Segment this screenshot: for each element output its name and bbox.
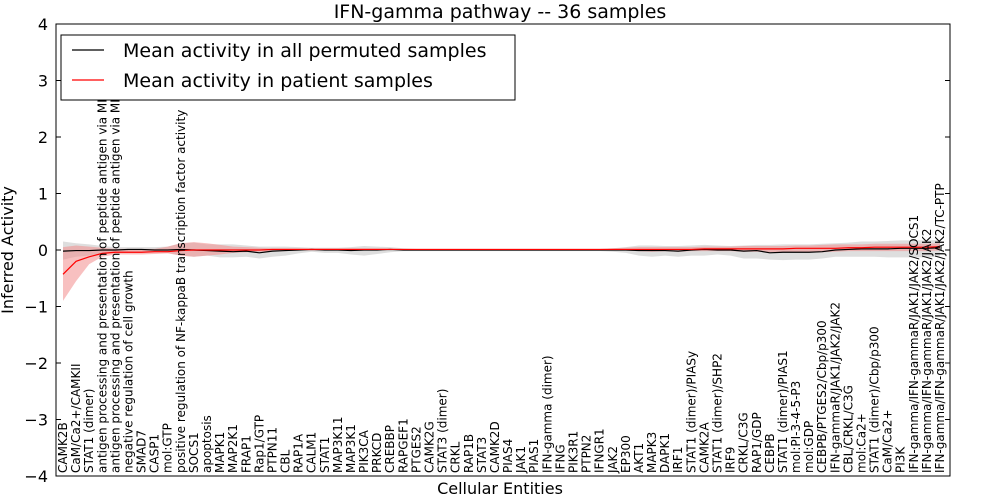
x-tick-label: IFN-gammaR/JAK1/JAK2/JAK2 [828, 302, 842, 473]
x-tick-label: STAT3 (dimer) [436, 389, 450, 473]
x-tick-label: apoptosis [200, 415, 214, 473]
x-tick-label: CREBBP [383, 425, 397, 473]
y-tick-label: −3 [24, 411, 48, 430]
x-tick-label: negative regulation of cell growth [121, 270, 135, 473]
x-tick-label: JAK2 [606, 446, 620, 474]
x-tick-label: positive regulation of NF-kappaB transcr… [174, 110, 188, 473]
x-tick-label: SMAD7 [135, 430, 149, 473]
legend-label-permuted: Mean activity in all permuted samples [123, 40, 486, 62]
x-tick-label: CALM1 [305, 432, 319, 473]
y-tick-label: −4 [24, 467, 48, 486]
x-tick-label: mol:GTP [161, 423, 175, 473]
x-tick-label: mol:Ca2+ [854, 413, 868, 473]
x-tick-label: SOCS1 [187, 432, 201, 473]
x-tick-label: RAPGEF1 [396, 418, 410, 473]
x-tick-label: RAP1/GDP [750, 412, 764, 473]
x-tick-label: PIAS1 [527, 439, 541, 473]
x-tick-label: CRKL/C3G [737, 412, 751, 473]
y-tick-label: −1 [24, 298, 48, 317]
x-tick-label: RAP1A [292, 433, 306, 473]
x-tick-label: STAT1 (dimer)/SHP2 [710, 353, 724, 473]
x-tick-label: STAT1 (dimer)/PIAS1 [776, 350, 790, 473]
x-tick-label: PI3K [894, 446, 908, 473]
x-tick-label: STAT1 (dimer)/Cbp/p300 [868, 326, 882, 473]
x-tick-label: IFNGR1 [593, 428, 607, 473]
x-axis-labels: CAMK2B CaM/Ca2+/CAMKII STAT1 (dimer) antige… [56, 41, 947, 474]
y-tick-label: 3 [38, 72, 48, 91]
y-tick-label: 0 [38, 241, 48, 260]
x-tick-label: mol:PI-3-4-5-P3 [789, 381, 803, 473]
plot-frame [55, 23, 951, 477]
x-tick-label: CBL/CRKL/C3G [841, 385, 855, 473]
x-tick-label: CBL [279, 449, 293, 473]
x-tick-label: CAMK2B [56, 422, 70, 473]
x-tick-label: Rap1/GTP [252, 415, 266, 473]
x-tick-label: PIK3CA [357, 429, 371, 473]
x-tick-label: IRF1 [671, 447, 685, 473]
x-tick-label: STAT1 (dimer)/PIASy [684, 351, 698, 473]
x-tick-label: MAP3K11 [331, 416, 345, 473]
y-tick-label: −2 [24, 354, 48, 373]
x-tick-label: PIK3R1 [566, 431, 580, 473]
chart-title: IFN-gamma pathway -- 36 samples [334, 1, 667, 23]
x-tick-label: MAPK3 [645, 432, 659, 473]
x-tick-label: JAK1 [514, 446, 528, 474]
x-tick-label: MAPK1 [213, 432, 227, 473]
x-tick-label: CASP1 [148, 434, 162, 473]
x-tick-label: PTPN11 [265, 427, 279, 473]
x-tick-label: CAMK2A [697, 422, 711, 473]
x-tick-label: RAP1B [462, 434, 476, 473]
x-tick-label: EP300 [619, 435, 633, 473]
x-tick-label: CEBPB [763, 433, 777, 473]
x-tick-label: CRKL [449, 441, 463, 473]
x-axis-title: Cellular Entities [437, 479, 563, 498]
x-tick-label: mol:GDP [802, 421, 816, 473]
x-tick-label: STAT1 (dimer) [82, 389, 96, 473]
x-tick-label: antigen processing and presentation of p… [108, 41, 122, 473]
y-axis-title: Inferred Activity [0, 186, 17, 314]
x-tick-label: IFN-gamma/IFN-gammaR/JAK1/JAK2/JAK2/TC-P… [933, 183, 947, 473]
x-tick-label: CEBPB/PTGES2/Cbp/p300 [815, 320, 829, 473]
x-tick-label: IFN-gamma (dimer) [540, 355, 554, 473]
x-tick-label: DAPK1 [658, 433, 672, 473]
x-tick-label: CAMK2G [423, 421, 437, 473]
y-tick-label: 2 [38, 128, 48, 147]
y-tick-label: 4 [38, 15, 48, 34]
x-tick-label: PRKCD [370, 433, 384, 473]
x-tick-label: PIAS4 [501, 439, 515, 473]
x-tick-label: PTPN2 [580, 435, 594, 473]
x-tick-label: MAP2K1 [226, 424, 240, 473]
y-tick-label: 1 [38, 185, 48, 204]
x-tick-label: AKT1 [632, 443, 646, 473]
legend-box [60, 34, 516, 101]
x-tick-label: STAT3 [475, 437, 489, 473]
x-tick-label: STAT1 [318, 437, 332, 473]
x-tick-label: PTGES2 [409, 426, 423, 473]
x-tick-label: antigen processing and presentation of p… [95, 44, 109, 473]
x-tick-label: FRAP1 [239, 435, 253, 473]
y-axis-ticks: −4 −3 −2 −1 0 1 2 3 4 [24, 15, 950, 486]
line-patient [62, 246, 941, 275]
x-tick-label: IRF9 [724, 447, 738, 473]
x-tick-label: IFNG [553, 444, 567, 473]
legend-label-patient: Mean activity in patient samples [123, 70, 433, 92]
x-tick-label: MAP3K1 [344, 424, 358, 473]
series-lines [62, 246, 941, 275]
legend: Mean activity in all permuted samples Me… [60, 34, 516, 101]
x-tick-label: CAMK2D [488, 421, 502, 473]
x-tick-label: CaM/Ca2+ [881, 409, 895, 473]
x-tick-label: IFN-gamma/IFN-gammaR/JAK1/JAK2/SOCS1 [907, 215, 921, 473]
x-tick-label: CaM/Ca2+/CAMKII [69, 364, 83, 473]
x-tick-label: IFN-gamma/IFN-gammaR/JAK1/JAK2/JAK2 [920, 228, 934, 473]
